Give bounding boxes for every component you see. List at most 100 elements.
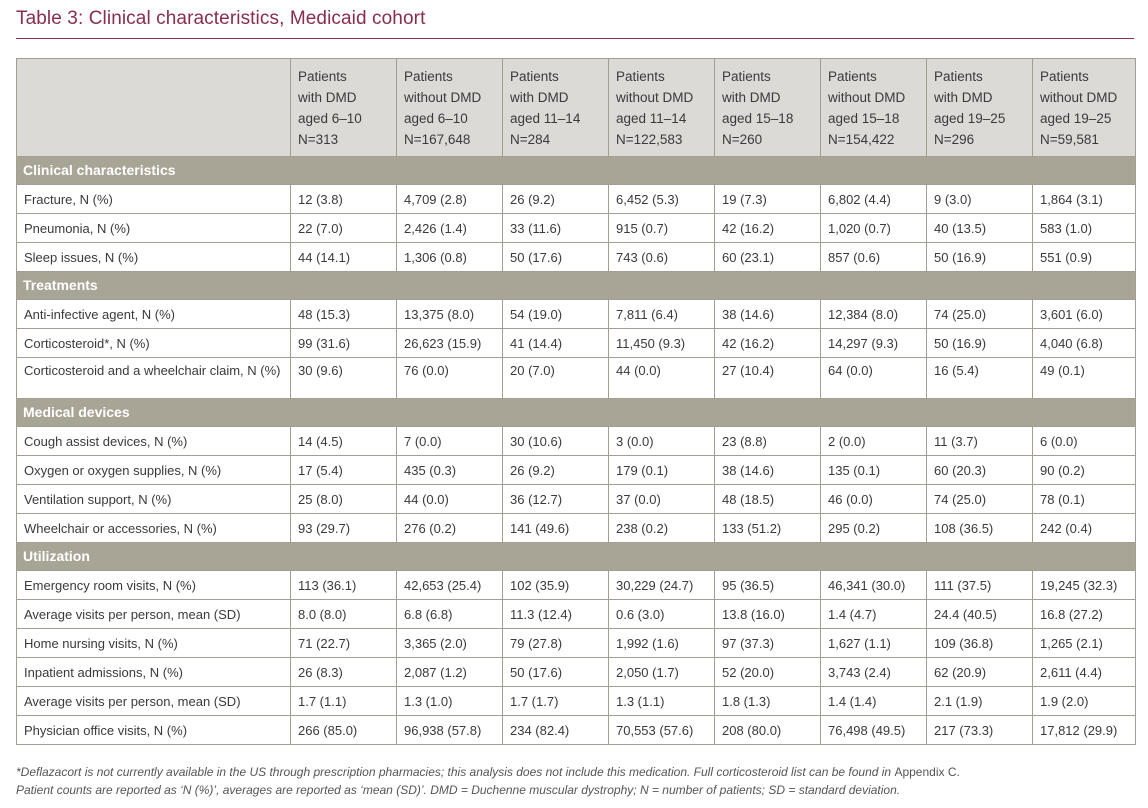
table-cell: 6,802 (4.4)	[820, 184, 927, 214]
row-label: Ventilation support, N (%)	[16, 484, 291, 514]
table-cell: 109 (36.8)	[926, 628, 1033, 658]
column-header: Patients with DMD aged 6–10 N=313	[290, 58, 397, 157]
section-row: Utilization	[16, 542, 1136, 571]
table-cell: 49 (0.1)	[1032, 357, 1136, 399]
table-cell: 41 (14.4)	[502, 328, 609, 358]
column-header: Patients with DMD aged 11–14 N=284	[502, 58, 609, 157]
table-cell: 217 (73.3)	[926, 715, 1033, 745]
table-cell: 14 (4.5)	[290, 426, 397, 456]
table-cell: 12,384 (8.0)	[820, 299, 927, 329]
table-cell: 12 (3.8)	[290, 184, 397, 214]
table-cell: 50 (16.9)	[926, 328, 1033, 358]
table-cell: 30,229 (24.7)	[608, 570, 715, 600]
table-cell: 48 (15.3)	[290, 299, 397, 329]
table-cell: 95 (36.5)	[714, 570, 821, 600]
column-header: Patients without DMD aged 11–14 N=122,583	[608, 58, 715, 157]
table-cell: 133 (51.2)	[714, 513, 821, 543]
table-cell: 93 (29.7)	[290, 513, 397, 543]
section-heading: Utilization	[16, 542, 1136, 571]
table-cell: 7,811 (6.4)	[608, 299, 715, 329]
table-cell: 102 (35.9)	[502, 570, 609, 600]
table-cell: 60 (23.1)	[714, 242, 821, 272]
table-cell: 17 (5.4)	[290, 455, 397, 485]
table-cell: 26 (9.2)	[502, 455, 609, 485]
table-row: Ventilation support, N (%) 25 (8.0) 44 (0.…	[16, 484, 1136, 514]
table-cell: 915 (0.7)	[608, 213, 715, 243]
table-cell: 17,812 (29.9)	[1032, 715, 1136, 745]
table-cell: 295 (0.2)	[820, 513, 927, 543]
column-header: Patients without DMD aged 6–10 N=167,648	[396, 58, 503, 157]
table-row: Pneumonia, N (%) 22 (7.0) 2,426 (1.4) 33 (1…	[16, 213, 1136, 243]
table-cell: 71 (22.7)	[290, 628, 397, 658]
section-heading: Clinical characteristics	[16, 156, 1136, 185]
row-label: Corticosteroid and a wheelchair claim, N…	[16, 357, 291, 399]
table-cell: 2,426 (1.4)	[396, 213, 503, 243]
table-cell: 1,992 (1.6)	[608, 628, 715, 658]
table-row: Average visits per person, mean (SD) 8.0 …	[16, 599, 1136, 629]
table-cell: 1,020 (0.7)	[820, 213, 927, 243]
table-cell: 234 (82.4)	[502, 715, 609, 745]
table-cell: 46,341 (30.0)	[820, 570, 927, 600]
clinical-characteristics-table: Patients with DMD aged 6–10 N=313 Patients w…	[16, 58, 1136, 745]
table-cell: 7 (0.0)	[396, 426, 503, 456]
row-label: Sleep issues, N (%)	[16, 242, 291, 272]
table-cell: 79 (27.8)	[502, 628, 609, 658]
table-cell: 1.7 (1.7)	[502, 686, 609, 716]
table-cell: 46 (0.0)	[820, 484, 927, 514]
table-cell: 135 (0.1)	[820, 455, 927, 485]
table-row: Home nursing visits, N (%) 71 (22.7) 3,365…	[16, 628, 1136, 658]
table-cell: 3 (0.0)	[608, 426, 715, 456]
table-cell: 1.9 (2.0)	[1032, 686, 1136, 716]
table-cell: 0.6 (3.0)	[608, 599, 715, 629]
table-cell: 4,709 (2.8)	[396, 184, 503, 214]
table-cell: 6.8 (6.8)	[396, 599, 503, 629]
table-cell: 44 (0.0)	[396, 484, 503, 514]
footnote-line-1: *Deflazacort is not currently available …	[16, 765, 895, 779]
row-label: Cough assist devices, N (%)	[16, 426, 291, 456]
table-cell: 70,553 (57.6)	[608, 715, 715, 745]
row-label: Wheelchair or accessories, N (%)	[16, 513, 291, 543]
table-cell: 208 (80.0)	[714, 715, 821, 745]
table-cell: 38 (14.6)	[714, 299, 821, 329]
table-cell: 1,265 (2.1)	[1032, 628, 1136, 658]
table-cell: 3,743 (2.4)	[820, 657, 927, 687]
table-cell: 551 (0.9)	[1032, 242, 1136, 272]
table-cell: 76,498 (49.5)	[820, 715, 927, 745]
table-cell: 99 (31.6)	[290, 328, 397, 358]
table-cell: 22 (7.0)	[290, 213, 397, 243]
table-cell: 1,864 (3.1)	[1032, 184, 1136, 214]
table-cell: 27 (10.4)	[714, 357, 821, 399]
table-row: Average visits per person, mean (SD) 1.7 …	[16, 686, 1136, 716]
section-heading: Treatments	[16, 271, 1136, 300]
table-body: Clinical characteristics Fracture, N (%) 1…	[16, 156, 1136, 745]
table-cell: 16 (5.4)	[926, 357, 1033, 399]
table-cell: 52 (20.0)	[714, 657, 821, 687]
footnote-appendix-ref: Appendix C.	[894, 765, 960, 779]
table-cell: 1,627 (1.1)	[820, 628, 927, 658]
table-cell: 26 (9.2)	[502, 184, 609, 214]
table-cell: 37 (0.0)	[608, 484, 715, 514]
section-row: Treatments	[16, 271, 1136, 300]
table-cell: 435 (0.3)	[396, 455, 503, 485]
table-cell: 276 (0.2)	[396, 513, 503, 543]
table-cell: 11.3 (12.4)	[502, 599, 609, 629]
table-cell: 179 (0.1)	[608, 455, 715, 485]
footnote-line-2: Patient counts are reported as ‘N (%)’, …	[16, 783, 901, 797]
table-cell: 50 (16.9)	[926, 242, 1033, 272]
table-cell: 2 (0.0)	[820, 426, 927, 456]
row-label: Home nursing visits, N (%)	[16, 628, 291, 658]
table-cell: 64 (0.0)	[820, 357, 927, 399]
footnote: *Deflazacort is not currently available …	[16, 763, 1136, 799]
table-cell: 8.0 (8.0)	[290, 599, 397, 629]
header-row: Patients with DMD aged 6–10 N=313 Patients w…	[16, 58, 1136, 157]
table-cell: 97 (37.3)	[714, 628, 821, 658]
table-cell: 1.4 (1.4)	[820, 686, 927, 716]
table-cell: 50 (17.6)	[502, 242, 609, 272]
table-cell: 1.7 (1.1)	[290, 686, 397, 716]
table-cell: 583 (1.0)	[1032, 213, 1136, 243]
table-cell: 11,450 (9.3)	[608, 328, 715, 358]
row-label: Inpatient admissions, N (%)	[16, 657, 291, 687]
row-label: Average visits per person, mean (SD)	[16, 599, 291, 629]
table-cell: 25 (8.0)	[290, 484, 397, 514]
table-cell: 6,452 (5.3)	[608, 184, 715, 214]
